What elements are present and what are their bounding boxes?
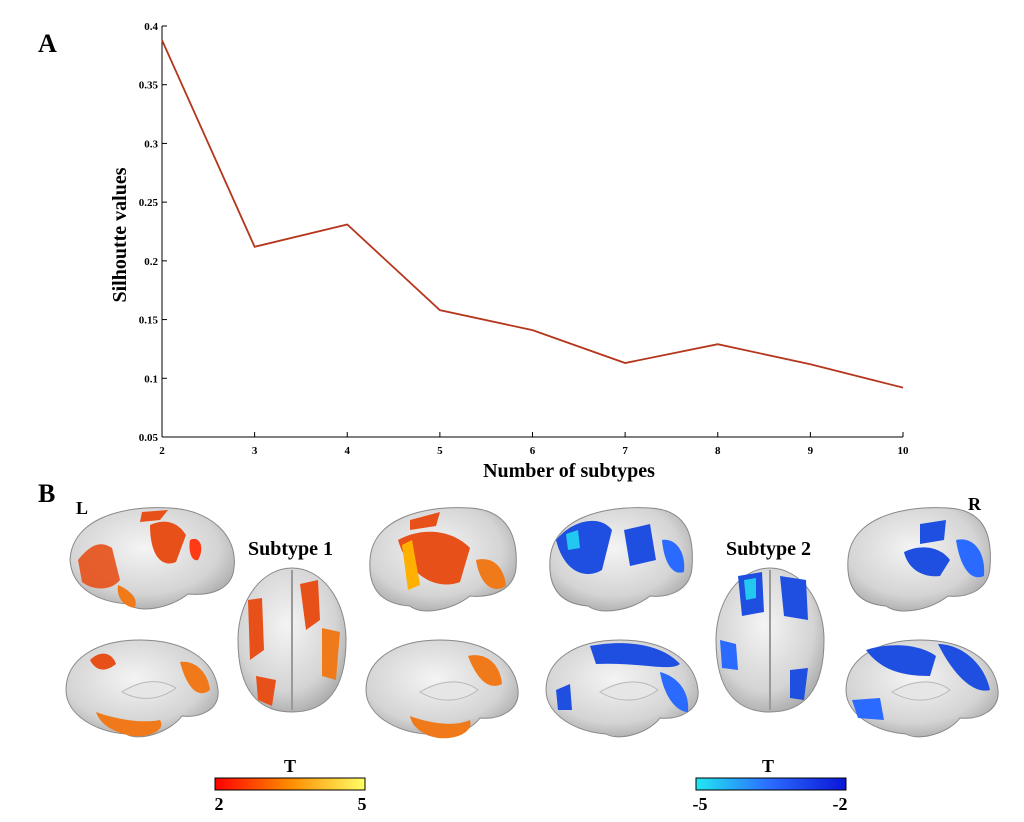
subtype-2-label: Subtype 2 bbox=[726, 538, 811, 560]
left-hemisphere-label: L bbox=[76, 498, 88, 518]
y-tick-label: 0.2 bbox=[144, 256, 158, 268]
brain-left-medial-view bbox=[65, 639, 219, 738]
colorbar-2-max-label: -2 bbox=[833, 794, 848, 814]
x-tick-label: 7 bbox=[622, 445, 628, 457]
series-group bbox=[161, 39, 904, 389]
colorbar-subtype-1: T 2 5 bbox=[214, 756, 367, 814]
brain-right-lateral-view bbox=[369, 507, 517, 612]
series-line-0 bbox=[161, 39, 904, 389]
line-chart: 0.050.10.150.20.250.30.350.4 2 3 4 5 6 7 8 9 10 … bbox=[109, 21, 909, 482]
x-tick-label: 3 bbox=[252, 445, 258, 457]
x-tick-label: 10 bbox=[898, 445, 910, 457]
colorbar-2-min-label: -5 bbox=[693, 794, 708, 814]
y-tick-label: 0.1 bbox=[144, 373, 158, 385]
x-tick-label: 2 bbox=[159, 445, 165, 457]
y-tick-label: 0.35 bbox=[139, 80, 159, 92]
brain-right-medial-view bbox=[365, 639, 519, 739]
x-tick-label: 4 bbox=[345, 445, 351, 457]
brain-right-medial-view-s2 bbox=[845, 639, 999, 738]
colorbar-1-max-label: 5 bbox=[358, 794, 367, 814]
x-axis-ticks: 2 3 4 5 6 7 8 9 10 bbox=[159, 432, 909, 457]
colorbar-1-title: T bbox=[284, 756, 296, 776]
y-tick-label: 0.3 bbox=[144, 138, 158, 150]
subtype-1-brain-maps bbox=[65, 507, 519, 739]
subtype-1-label: Subtype 1 bbox=[248, 538, 333, 560]
y-tick-label: 0.4 bbox=[144, 21, 158, 33]
y-tick-label: 0.15 bbox=[139, 315, 159, 327]
y-tick-label: 0.25 bbox=[139, 197, 159, 209]
brain-left-medial-view-s2 bbox=[545, 639, 699, 738]
brain-left-lateral-view bbox=[69, 507, 235, 610]
colorbar-1-gradient bbox=[214, 777, 366, 791]
panel-b-label: B bbox=[38, 479, 55, 508]
y-tick-label: 0.05 bbox=[139, 432, 159, 444]
y-axis-title: Silhoutte values bbox=[109, 167, 131, 302]
y-axis-ticks: 0.05 0.1 0.15 0.2 0.25 0.3 0.35 0.4 bbox=[139, 21, 167, 444]
right-hemisphere-label: R bbox=[968, 494, 982, 514]
colorbar-subtype-2: T -5 -2 bbox=[693, 756, 848, 814]
subtype-2-brain-maps bbox=[545, 507, 999, 738]
colorbar-1-min-label: 2 bbox=[215, 794, 224, 814]
x-axis-title: Number of subtypes bbox=[483, 460, 655, 482]
brain-right-lateral-view-s2 bbox=[847, 507, 991, 612]
x-tick-label: 5 bbox=[437, 445, 443, 457]
x-tick-label: 8 bbox=[715, 445, 721, 457]
x-tick-label: 9 bbox=[808, 445, 814, 457]
colorbar-2-title: T bbox=[762, 756, 774, 776]
brain-left-lateral-view-s2 bbox=[549, 507, 693, 612]
panel-a-label: A bbox=[38, 29, 57, 58]
x-tick-label: 6 bbox=[530, 445, 536, 457]
brain-dorsal-view-s2 bbox=[715, 567, 825, 713]
brain-dorsal-view bbox=[237, 567, 347, 713]
colorbar-2-gradient bbox=[695, 777, 847, 791]
